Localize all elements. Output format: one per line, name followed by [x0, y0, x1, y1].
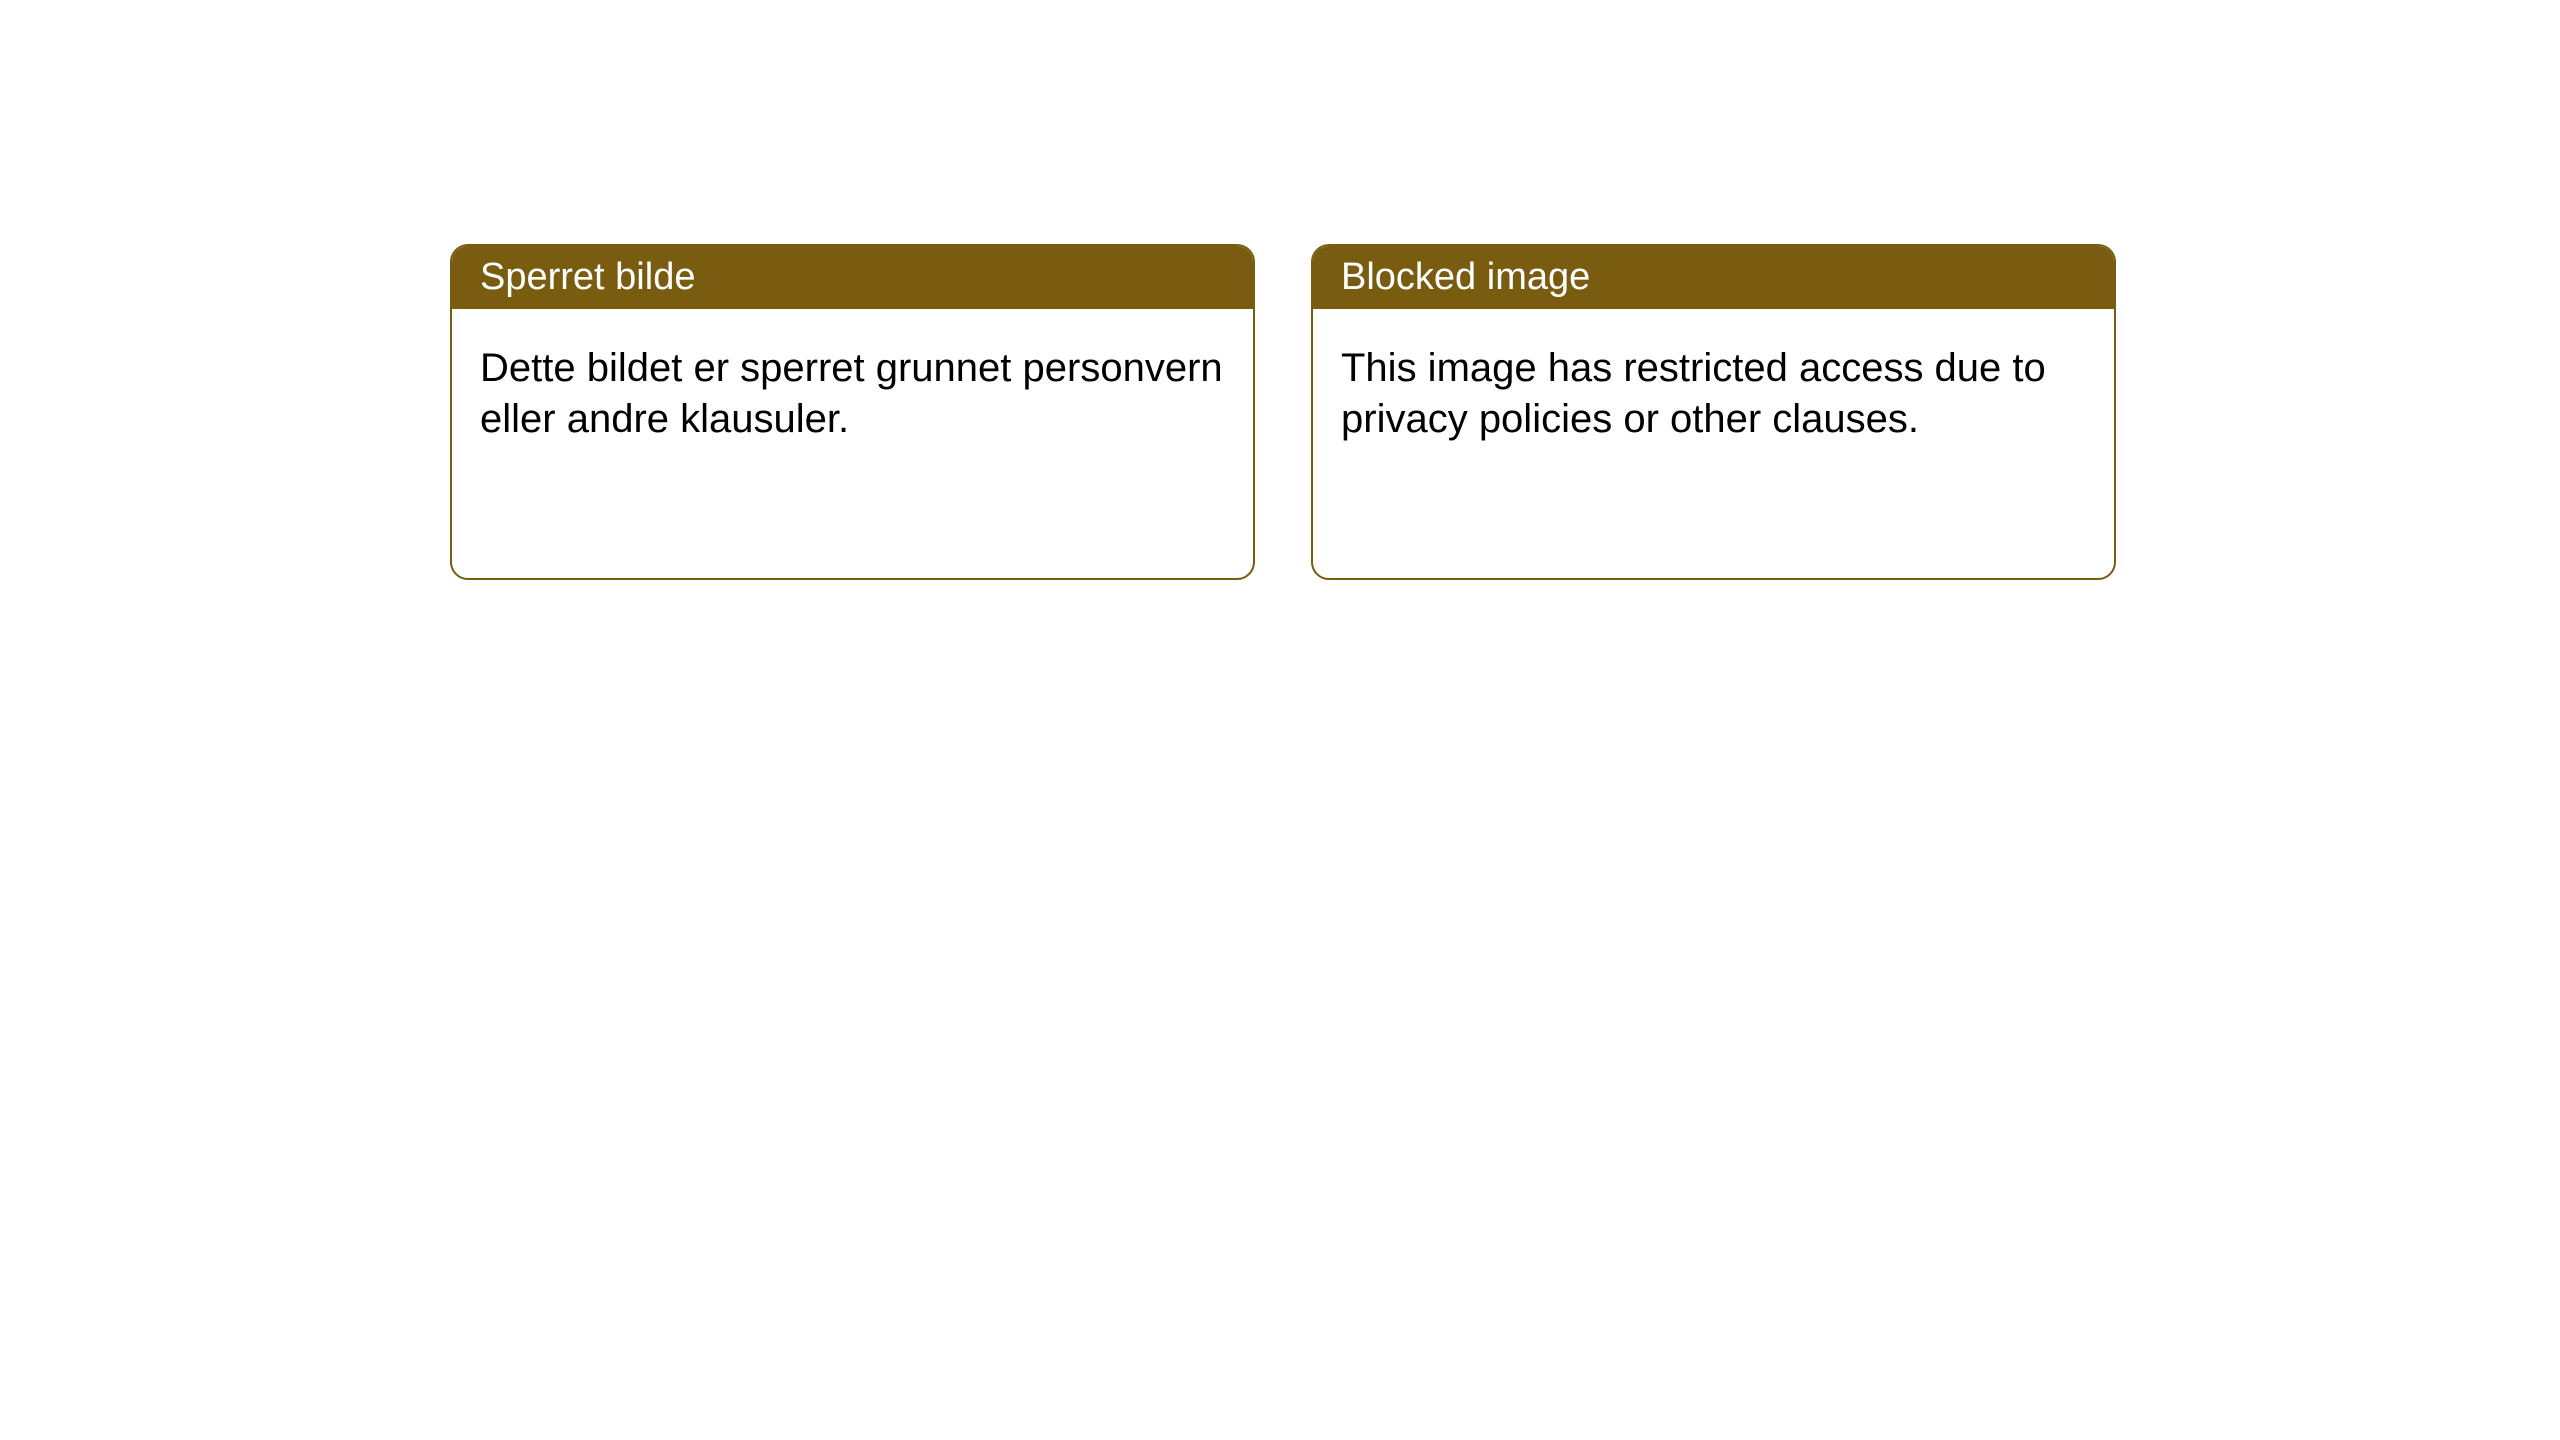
card-body: This image has restricted access due to … — [1313, 309, 2114, 479]
card-body-text: This image has restricted access due to … — [1341, 346, 2046, 441]
card-header: Sperret bilde — [452, 246, 1253, 309]
card-body: Dette bildet er sperret grunnet personve… — [452, 309, 1253, 479]
blocked-image-card-en: Blocked image This image has restricted … — [1311, 244, 2116, 580]
card-header-text: Sperret bilde — [480, 256, 695, 298]
notice-cards-container: Sperret bilde Dette bildet er sperret gr… — [0, 0, 2560, 580]
card-header-text: Blocked image — [1341, 256, 1590, 298]
blocked-image-card-no: Sperret bilde Dette bildet er sperret gr… — [450, 244, 1255, 580]
card-body-text: Dette bildet er sperret grunnet personve… — [480, 346, 1223, 441]
card-header: Blocked image — [1313, 246, 2114, 309]
